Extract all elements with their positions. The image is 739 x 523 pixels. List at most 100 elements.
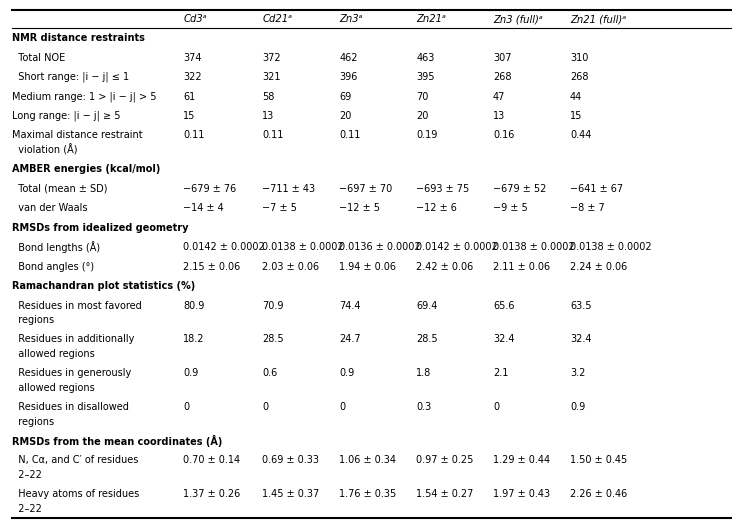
Text: Zn21 (full)ᵃ: Zn21 (full)ᵃ bbox=[570, 14, 626, 24]
Text: 0.16: 0.16 bbox=[493, 130, 514, 140]
Text: 395: 395 bbox=[416, 72, 435, 82]
Text: 322: 322 bbox=[183, 72, 202, 82]
Text: 310: 310 bbox=[570, 53, 588, 63]
Text: 70.9: 70.9 bbox=[262, 301, 284, 311]
Text: 0.0138 ± 0.0002: 0.0138 ± 0.0002 bbox=[262, 243, 344, 253]
Text: Maximal distance restraint: Maximal distance restraint bbox=[12, 130, 143, 140]
Text: 70: 70 bbox=[416, 92, 429, 102]
Text: 0.44: 0.44 bbox=[570, 130, 591, 140]
Text: Heavy atoms of residues: Heavy atoms of residues bbox=[12, 488, 139, 499]
Text: 13: 13 bbox=[493, 111, 505, 121]
Text: Zn3 (full)ᵃ: Zn3 (full)ᵃ bbox=[493, 14, 542, 24]
Text: 44: 44 bbox=[570, 92, 582, 102]
Text: −711 ± 43: −711 ± 43 bbox=[262, 184, 316, 194]
Text: NMR distance restraints: NMR distance restraints bbox=[12, 33, 145, 43]
Text: 0: 0 bbox=[262, 402, 268, 412]
Text: −12 ± 6: −12 ± 6 bbox=[416, 203, 457, 213]
Text: 0.9: 0.9 bbox=[183, 368, 198, 378]
Text: −679 ± 76: −679 ± 76 bbox=[183, 184, 236, 194]
Text: 0.97 ± 0.25: 0.97 ± 0.25 bbox=[416, 455, 474, 465]
Text: 0.69 ± 0.33: 0.69 ± 0.33 bbox=[262, 455, 319, 465]
Text: 58: 58 bbox=[262, 92, 275, 102]
Text: 463: 463 bbox=[416, 53, 435, 63]
Text: 396: 396 bbox=[339, 72, 358, 82]
Text: 0: 0 bbox=[339, 402, 345, 412]
Text: RMSDs from the mean coordinates (Å): RMSDs from the mean coordinates (Å) bbox=[12, 435, 222, 447]
Text: −9 ± 5: −9 ± 5 bbox=[493, 203, 528, 213]
Text: 321: 321 bbox=[262, 72, 281, 82]
Text: 462: 462 bbox=[339, 53, 358, 63]
Text: 1.50 ± 0.45: 1.50 ± 0.45 bbox=[570, 455, 627, 465]
Text: −679 ± 52: −679 ± 52 bbox=[493, 184, 546, 194]
Text: Total (mean ± SD): Total (mean ± SD) bbox=[12, 184, 107, 194]
Text: 2.26 ± 0.46: 2.26 ± 0.46 bbox=[570, 488, 627, 499]
Text: 28.5: 28.5 bbox=[416, 334, 437, 344]
Text: 374: 374 bbox=[183, 53, 202, 63]
Text: 2.1: 2.1 bbox=[493, 368, 508, 378]
Text: 2.15 ± 0.06: 2.15 ± 0.06 bbox=[183, 262, 240, 272]
Text: Zn3ᵃ: Zn3ᵃ bbox=[339, 14, 363, 24]
Text: 0.0138 ± 0.0002: 0.0138 ± 0.0002 bbox=[493, 243, 575, 253]
Text: Zn21ᵃ: Zn21ᵃ bbox=[416, 14, 446, 24]
Text: Cd3ᵃ: Cd3ᵃ bbox=[183, 14, 207, 24]
Text: Ramachandran plot statistics (%): Ramachandran plot statistics (%) bbox=[12, 281, 195, 291]
Text: 1.97 ± 0.43: 1.97 ± 0.43 bbox=[493, 488, 550, 499]
Text: Bond angles (°): Bond angles (°) bbox=[12, 262, 94, 272]
Text: 1.8: 1.8 bbox=[416, 368, 432, 378]
Text: 0.0136 ± 0.0002: 0.0136 ± 0.0002 bbox=[339, 243, 420, 253]
Text: 2–22: 2–22 bbox=[12, 470, 42, 480]
Text: 20: 20 bbox=[416, 111, 429, 121]
Text: Total NOE: Total NOE bbox=[12, 53, 65, 63]
Text: −7 ± 5: −7 ± 5 bbox=[262, 203, 297, 213]
Text: 1.76 ± 0.35: 1.76 ± 0.35 bbox=[339, 488, 396, 499]
Text: −641 ± 67: −641 ± 67 bbox=[570, 184, 623, 194]
Text: regions: regions bbox=[12, 417, 54, 427]
Text: Residues in disallowed: Residues in disallowed bbox=[12, 402, 129, 412]
Text: 372: 372 bbox=[262, 53, 281, 63]
Text: 47: 47 bbox=[493, 92, 505, 102]
Text: 0.9: 0.9 bbox=[570, 402, 585, 412]
Text: 1.29 ± 0.44: 1.29 ± 0.44 bbox=[493, 455, 550, 465]
Text: 0.19: 0.19 bbox=[416, 130, 437, 140]
Text: allowed regions: allowed regions bbox=[12, 349, 95, 359]
Text: 1.94 ± 0.06: 1.94 ± 0.06 bbox=[339, 262, 396, 272]
Text: 80.9: 80.9 bbox=[183, 301, 205, 311]
Text: 307: 307 bbox=[493, 53, 511, 63]
Text: 32.4: 32.4 bbox=[570, 334, 591, 344]
Text: −12 ± 5: −12 ± 5 bbox=[339, 203, 380, 213]
Text: 2.03 ± 0.06: 2.03 ± 0.06 bbox=[262, 262, 319, 272]
Text: 2.11 ± 0.06: 2.11 ± 0.06 bbox=[493, 262, 550, 272]
Text: 65.6: 65.6 bbox=[493, 301, 514, 311]
Text: Residues in generously: Residues in generously bbox=[12, 368, 132, 378]
Text: 74.4: 74.4 bbox=[339, 301, 361, 311]
Text: 0: 0 bbox=[493, 402, 499, 412]
Text: 24.7: 24.7 bbox=[339, 334, 361, 344]
Text: 0: 0 bbox=[183, 402, 189, 412]
Text: 0.0142 ± 0.0002: 0.0142 ± 0.0002 bbox=[183, 243, 265, 253]
Text: 1.45 ± 0.37: 1.45 ± 0.37 bbox=[262, 488, 319, 499]
Text: −697 ± 70: −697 ± 70 bbox=[339, 184, 392, 194]
Text: 0.9: 0.9 bbox=[339, 368, 355, 378]
Text: 0.11: 0.11 bbox=[183, 130, 205, 140]
Text: 32.4: 32.4 bbox=[493, 334, 514, 344]
Text: 1.54 ± 0.27: 1.54 ± 0.27 bbox=[416, 488, 474, 499]
Text: 268: 268 bbox=[570, 72, 588, 82]
Text: 1.37 ± 0.26: 1.37 ± 0.26 bbox=[183, 488, 240, 499]
Text: 0.0142 ± 0.0002: 0.0142 ± 0.0002 bbox=[416, 243, 498, 253]
Text: 61: 61 bbox=[183, 92, 195, 102]
Text: −693 ± 75: −693 ± 75 bbox=[416, 184, 469, 194]
Text: van der Waals: van der Waals bbox=[12, 203, 87, 213]
Text: 18.2: 18.2 bbox=[183, 334, 205, 344]
Text: 0.3: 0.3 bbox=[416, 402, 432, 412]
Text: 0.11: 0.11 bbox=[339, 130, 361, 140]
Text: Residues in most favored: Residues in most favored bbox=[12, 301, 142, 311]
Text: N, Cα, and C′ of residues: N, Cα, and C′ of residues bbox=[12, 455, 138, 465]
Text: 20: 20 bbox=[339, 111, 352, 121]
Text: 69.4: 69.4 bbox=[416, 301, 437, 311]
Text: 63.5: 63.5 bbox=[570, 301, 591, 311]
Text: regions: regions bbox=[12, 315, 54, 325]
Text: 15: 15 bbox=[183, 111, 196, 121]
Text: Long range: |i − j| ≥ 5: Long range: |i − j| ≥ 5 bbox=[12, 111, 120, 121]
Text: violation (Å): violation (Å) bbox=[12, 144, 78, 156]
Text: 3.2: 3.2 bbox=[570, 368, 585, 378]
